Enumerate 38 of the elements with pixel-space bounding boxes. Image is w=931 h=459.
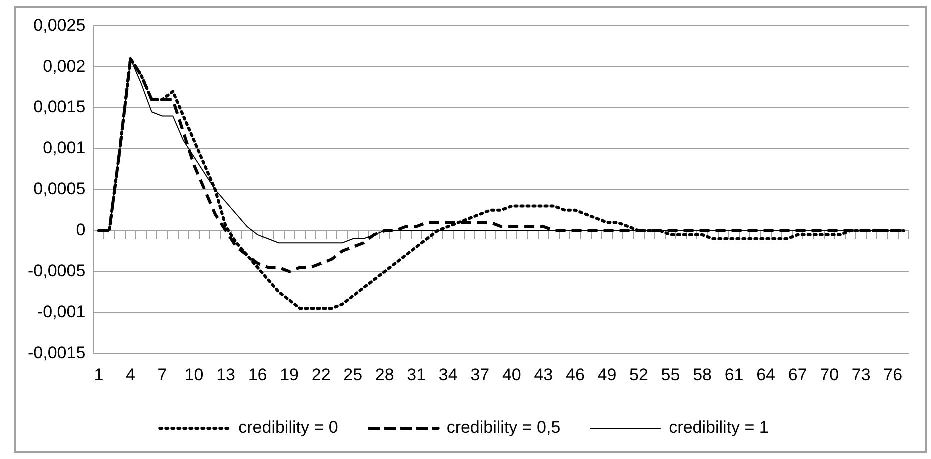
- y-tick-label: -0,0015: [28, 343, 86, 362]
- x-tick-label: 19: [280, 365, 300, 384]
- x-tick-label: 76: [884, 365, 903, 384]
- x-tick-label: 4: [126, 365, 136, 384]
- y-tick-label: 0,001: [43, 138, 86, 158]
- x-tick-label: 25: [344, 365, 363, 384]
- x-tick-label: 43: [534, 365, 554, 384]
- legend-label: credibility = 0: [238, 418, 338, 438]
- x-tick-label: 34: [438, 365, 458, 384]
- x-tick-label: 37: [470, 365, 490, 384]
- x-tick-label: 49: [598, 365, 617, 384]
- x-tick-label: 1: [94, 365, 104, 384]
- y-tick-label: 0,0005: [34, 180, 86, 199]
- y-tick-label: -0,001: [37, 302, 86, 322]
- x-tick-label: 70: [820, 365, 840, 384]
- x-tick-label: 67: [788, 365, 808, 384]
- x-tick-label: 22: [312, 365, 331, 384]
- x-tick-label: 28: [375, 365, 394, 384]
- y-tick-label: -0,0005: [28, 261, 86, 280]
- x-tick-label: 73: [852, 365, 871, 384]
- x-tick-label: 16: [248, 365, 268, 384]
- y-tick-label: 0: [76, 220, 86, 240]
- x-tick-label: 52: [630, 365, 648, 384]
- x-tick-label: 55: [661, 365, 680, 384]
- y-tick-label: 0,0025: [34, 16, 86, 35]
- y-tick-label: 0,0015: [34, 98, 86, 117]
- x-tick-label: 7: [158, 365, 168, 384]
- x-tick-label: 46: [566, 365, 585, 384]
- x-tick-label: 31: [407, 365, 426, 384]
- x-tick-label: 61: [724, 365, 744, 384]
- legend-label: credibility = 1: [669, 418, 769, 438]
- x-tick-label: 64: [756, 365, 776, 384]
- x-tick-label: 10: [184, 365, 204, 384]
- legend-label: credibility = 0,5: [446, 418, 561, 438]
- y-tick-label: 0,002: [43, 56, 86, 76]
- x-tick-label: 40: [502, 365, 522, 384]
- x-tick-label: 58: [693, 365, 712, 384]
- x-tick-label: 13: [216, 365, 236, 384]
